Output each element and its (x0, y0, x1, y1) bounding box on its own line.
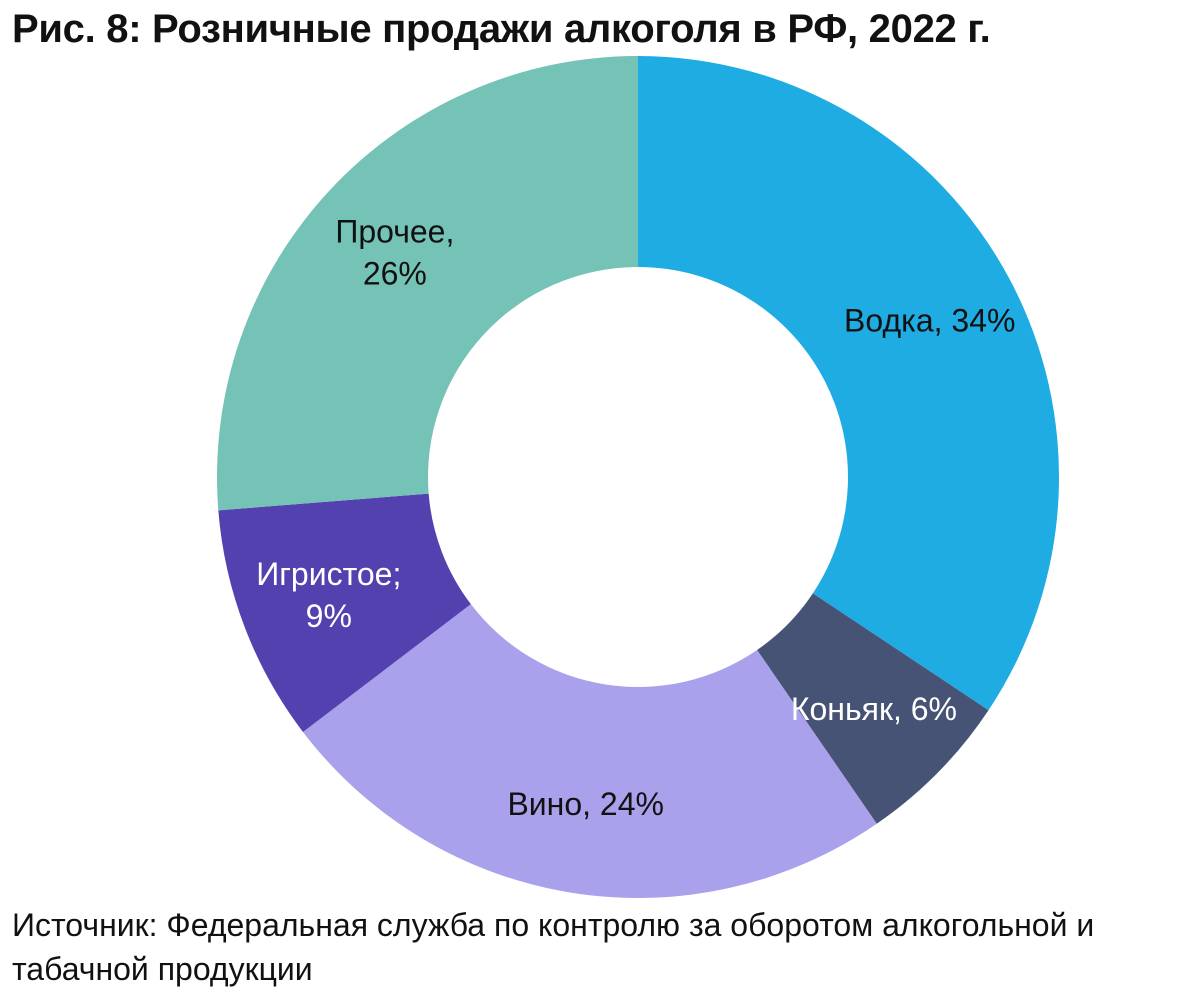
slice-прочее (217, 56, 638, 511)
donut-slices (217, 56, 1060, 899)
slice-игристое (218, 493, 471, 732)
chart-title: Рис. 8: Розничные продажи алкоголя в РФ,… (12, 7, 991, 51)
slice-label-вино: Вино, 24% (507, 786, 664, 822)
slice-label-игристое: Игристое; 9% (256, 556, 401, 634)
source-note: Источник: Федеральная служба по контролю… (12, 907, 1095, 987)
donut-chart: Водка, 34% Коньяк, 6% Вино, 24% Игристое; 9%… (217, 56, 1060, 899)
slice-label-водка: Водка, 34% (844, 303, 1015, 339)
slice-labels: Водка, 34% Коньяк, 6% Вино, 24% Игристое; 9%… (256, 213, 1015, 821)
slice-label-коньяк: Коньяк, 6% (791, 691, 957, 727)
slice-вино (302, 604, 877, 899)
slice-label-прочее: Прочее, 26% (335, 213, 454, 291)
slice-водка (638, 56, 1060, 711)
slice-коньяк (757, 593, 989, 824)
